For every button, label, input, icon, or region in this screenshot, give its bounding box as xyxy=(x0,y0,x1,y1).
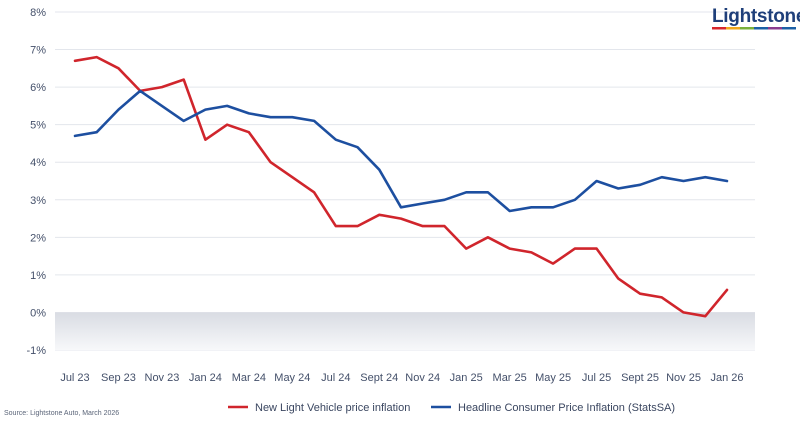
x-tick-label: Mar 25 xyxy=(493,372,527,384)
x-tick-label: Jan 26 xyxy=(710,372,743,384)
x-tick-label: Sep 23 xyxy=(101,372,136,384)
y-tick-label: 5% xyxy=(30,120,46,132)
legend-label: New Light Vehicle price inflation xyxy=(255,402,410,414)
series-lines xyxy=(73,55,729,318)
x-tick-label: Sept 24 xyxy=(360,372,398,384)
x-tick-label: May 25 xyxy=(535,372,571,384)
source-note: Source: Lightstone Auto, March 2026 xyxy=(4,410,119,417)
y-tick-label: 0% xyxy=(30,307,46,319)
y-tick-label: 6% xyxy=(30,82,46,94)
x-tick-label: May 24 xyxy=(274,372,310,384)
y-tick-label: 2% xyxy=(30,232,46,244)
series-line-2 xyxy=(73,89,729,213)
x-tick-label: Jul 25 xyxy=(582,372,611,384)
x-tick-label: Jan 24 xyxy=(189,372,222,384)
x-tick-label: Sept 25 xyxy=(621,372,659,384)
negative-region xyxy=(55,312,755,350)
brand-underline-segment xyxy=(740,27,754,30)
brand-logo: Lightstone xyxy=(712,6,800,30)
y-axis-ticks: 8% 7% 6% 5% 4% 3% 2% 1% 0% -1% xyxy=(26,7,46,357)
legend-label: Headline Consumer Price Inflation (Stats… xyxy=(458,402,675,414)
y-tick-label: 8% xyxy=(30,7,46,19)
brand-underline-segment xyxy=(712,27,726,30)
brand-underline-segment xyxy=(768,27,782,30)
x-tick-label: Nov 23 xyxy=(145,372,180,384)
y-tick-label: 1% xyxy=(30,270,46,282)
x-tick-label: Jan 25 xyxy=(450,372,483,384)
brand-underline-segment xyxy=(726,27,740,30)
series-line-1 xyxy=(73,55,729,318)
x-tick-label: Jul 24 xyxy=(321,372,350,384)
x-tick-label: Mar 24 xyxy=(232,372,266,384)
x-tick-label: Nov 24 xyxy=(405,372,440,384)
x-axis-ticks: Jul 23 Sep 23 Nov 23 Jan 24 Mar 24 May 24 Jul … xyxy=(60,372,743,384)
brand-underline-segment xyxy=(782,27,796,30)
brand-underline xyxy=(712,27,796,30)
y-tick-label: 7% xyxy=(30,45,46,57)
negative-shading xyxy=(55,312,755,350)
y-tick-label: 4% xyxy=(30,157,46,169)
brand-name: Lightstone xyxy=(712,6,800,27)
brand-underline-segment xyxy=(754,27,768,30)
x-tick-label: Jul 23 xyxy=(60,372,89,384)
x-tick-label: Nov 25 xyxy=(666,372,701,384)
y-tick-label: -1% xyxy=(26,345,46,357)
y-tick-label: 3% xyxy=(30,195,46,207)
legend: New Light Vehicle price inflation Headlin… xyxy=(228,402,675,414)
